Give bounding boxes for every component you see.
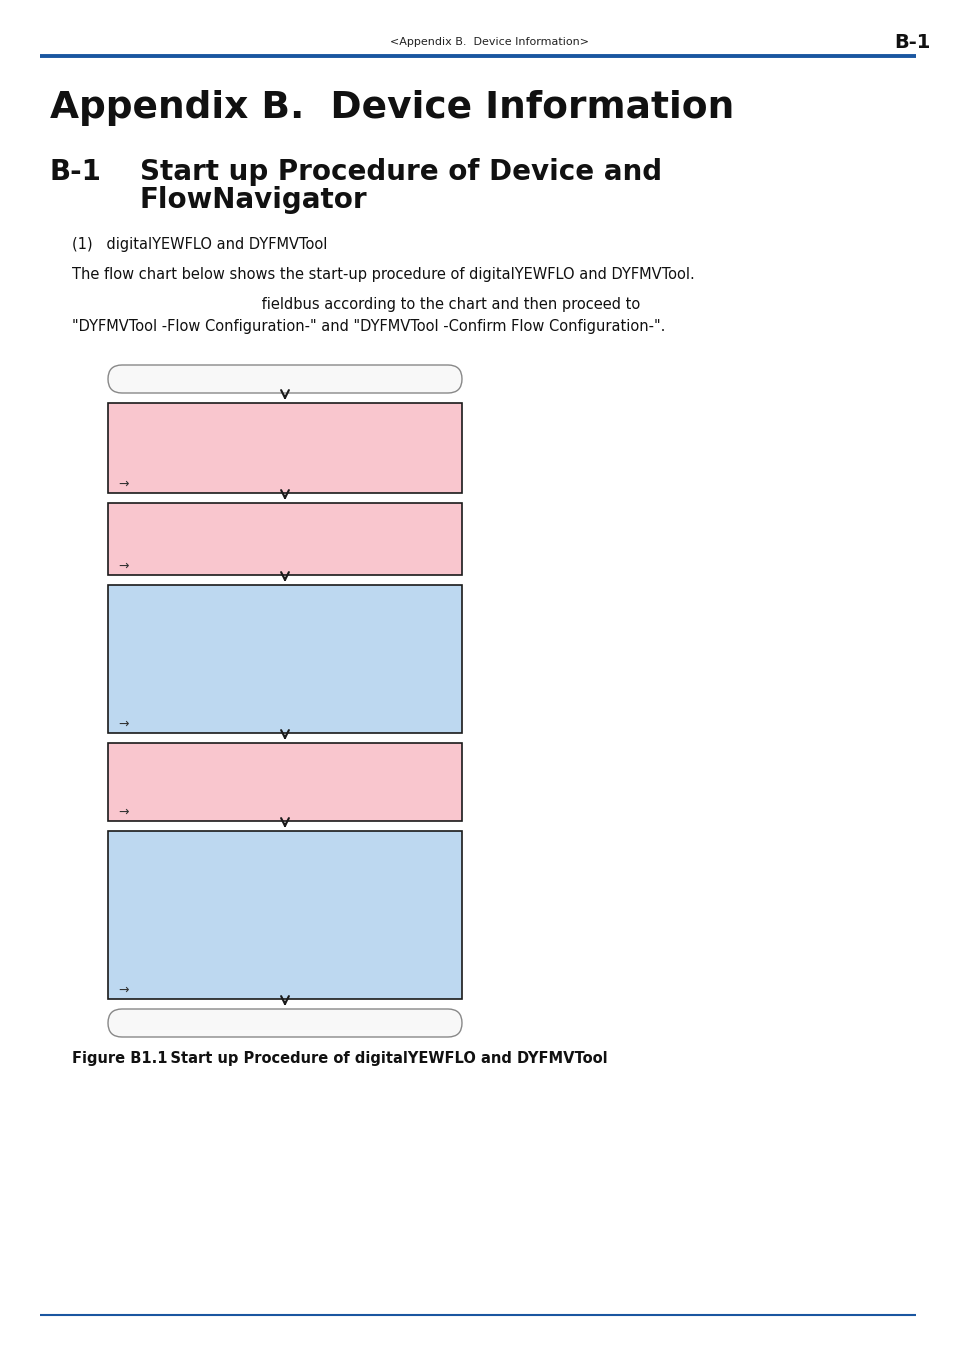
FancyBboxPatch shape bbox=[108, 1008, 461, 1037]
Bar bbox=[108, 585, 461, 733]
Text: Start up Procedure of digitalYEWFLO and DYFMVTool: Start up Procedure of digitalYEWFLO and … bbox=[150, 1052, 607, 1066]
Bar bbox=[108, 404, 461, 493]
Text: B-1: B-1 bbox=[893, 32, 929, 51]
Text: Figure B1.1: Figure B1.1 bbox=[71, 1052, 168, 1066]
Text: "DYFMVTool -Flow Configuration-" and "DYFMVTool -Confirm Flow Configuration-".: "DYFMVTool -Flow Configuration-" and "DY… bbox=[71, 319, 664, 333]
Bar bbox=[108, 743, 461, 821]
Text: →: → bbox=[118, 717, 129, 730]
Text: Appendix B.  Device Information: Appendix B. Device Information bbox=[50, 90, 734, 126]
FancyBboxPatch shape bbox=[108, 364, 461, 393]
Text: Start up Procedure of Device and: Start up Procedure of Device and bbox=[140, 158, 661, 186]
Text: The flow chart below shows the start-up procedure of digitalYEWFLO and DYFMVTool: The flow chart below shows the start-up … bbox=[71, 266, 694, 282]
Text: <Appendix B.  Device Information>: <Appendix B. Device Information> bbox=[390, 36, 589, 47]
Text: (1)   digitalYEWFLO and DYFMVTool: (1) digitalYEWFLO and DYFMVTool bbox=[71, 236, 327, 251]
Text: →: → bbox=[118, 984, 129, 996]
Text: FlowNavigator: FlowNavigator bbox=[140, 186, 367, 215]
Bar bbox=[108, 504, 461, 575]
Text: →: → bbox=[118, 478, 129, 490]
Text: B-1: B-1 bbox=[50, 158, 102, 186]
Text: fieldbus according to the chart and then proceed to: fieldbus according to the chart and then… bbox=[71, 297, 639, 312]
Text: →: → bbox=[118, 559, 129, 572]
Bar bbox=[108, 832, 461, 999]
Text: →: → bbox=[118, 806, 129, 818]
